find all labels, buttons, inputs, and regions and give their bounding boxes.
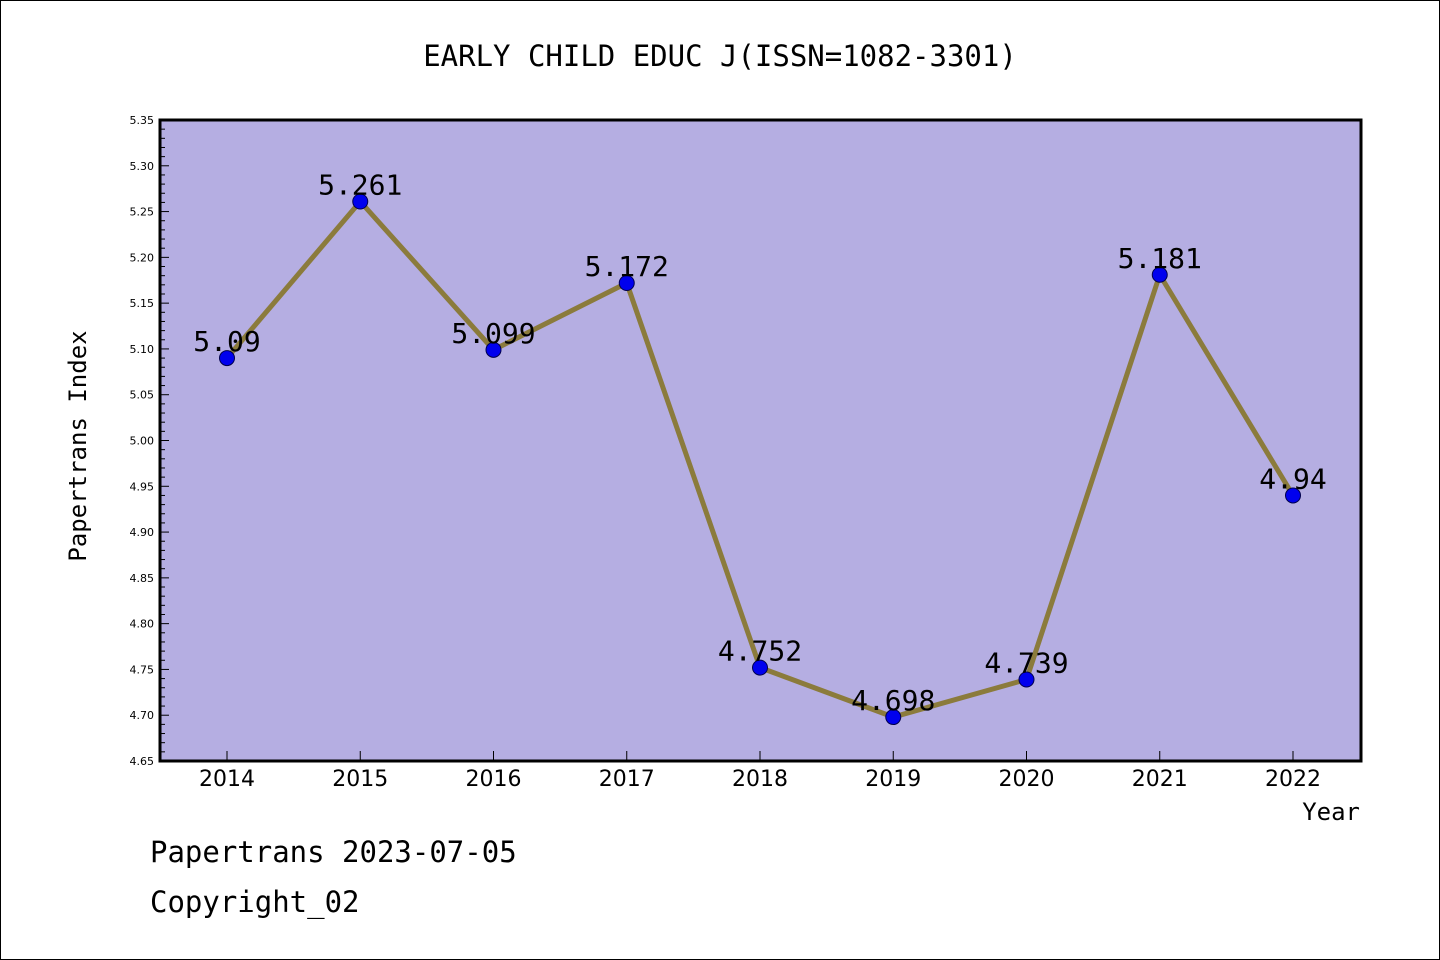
series-line: 5.09 5.261 5.099 5.172 4.752 4.698 4.739 5.181 4… (193, 168, 1327, 726)
x-tick-label: 2022 (1265, 767, 1321, 792)
copyright-text: Copyright_02 (150, 885, 360, 919)
y-tick-label: 4.65 (130, 755, 155, 768)
x-tick-label: 2015 (332, 767, 388, 792)
y-tick-label: 5.35 (130, 114, 155, 127)
data-point (618, 274, 635, 291)
data-point (752, 659, 768, 676)
x-tick-label: 2021 (1132, 767, 1188, 792)
data-label: 4.94 (1259, 462, 1326, 495)
data-point (1285, 487, 1301, 504)
x-tick-label: 2018 (732, 767, 788, 792)
data-label: 5.261 (318, 168, 402, 201)
y-tick-label: 5.15 (130, 297, 155, 310)
x-axis: 2014 2015 2016 2017 2018 2019 2020 2021 2022 (199, 751, 1321, 792)
x-tick-label: 2014 (199, 767, 255, 792)
y-axis: 4.65 4.70 4.75 4.80 4.85 4.90 4.95 5.00 5.05 5.10… (130, 114, 169, 768)
y-tick-label: 4.75 (130, 663, 155, 676)
data-point (1018, 671, 1035, 688)
x-tick-label: 2019 (865, 767, 921, 792)
data-label: 5.181 (1118, 242, 1202, 275)
data-label: 5.172 (585, 250, 669, 283)
x-tick-label: 2020 (999, 767, 1055, 792)
data-point (219, 350, 235, 367)
data-label: 5.099 (451, 317, 535, 350)
data-point (1151, 266, 1168, 283)
data-point (885, 709, 902, 726)
y-tick-label: 4.90 (130, 526, 155, 539)
plot-area (158, 118, 1363, 763)
y-tick-label: 5.00 (130, 435, 155, 448)
data-label: 5.09 (193, 325, 260, 358)
y-tick-label: 5.25 (130, 206, 155, 219)
y-tick-label: 5.05 (130, 389, 155, 402)
y-tick-label: 5.20 (130, 251, 155, 264)
y-axis-title: Papertrans Index (64, 330, 92, 561)
x-tick-label: 2016 (466, 767, 522, 792)
data-label: 4.698 (851, 684, 935, 717)
source-date: Papertrans 2023-07-05 (150, 835, 517, 869)
y-tick-label: 4.95 (130, 480, 155, 493)
data-point (485, 341, 502, 358)
y-tick-label: 4.70 (130, 709, 155, 722)
y-tick-label: 4.85 (130, 572, 155, 585)
y-tick-label: 5.10 (130, 343, 155, 356)
chart-title: EARLY CHILD EDUC J(ISSN=1082-3301) (423, 39, 1017, 73)
x-axis-title: Year (1302, 798, 1360, 826)
data-label: 4.739 (984, 647, 1068, 680)
x-tick-label: 2017 (599, 767, 655, 792)
y-tick-label: 5.30 (130, 160, 155, 173)
data-point (352, 193, 369, 210)
y-tick-label: 4.80 (130, 618, 155, 631)
data-label: 4.752 (718, 635, 802, 668)
